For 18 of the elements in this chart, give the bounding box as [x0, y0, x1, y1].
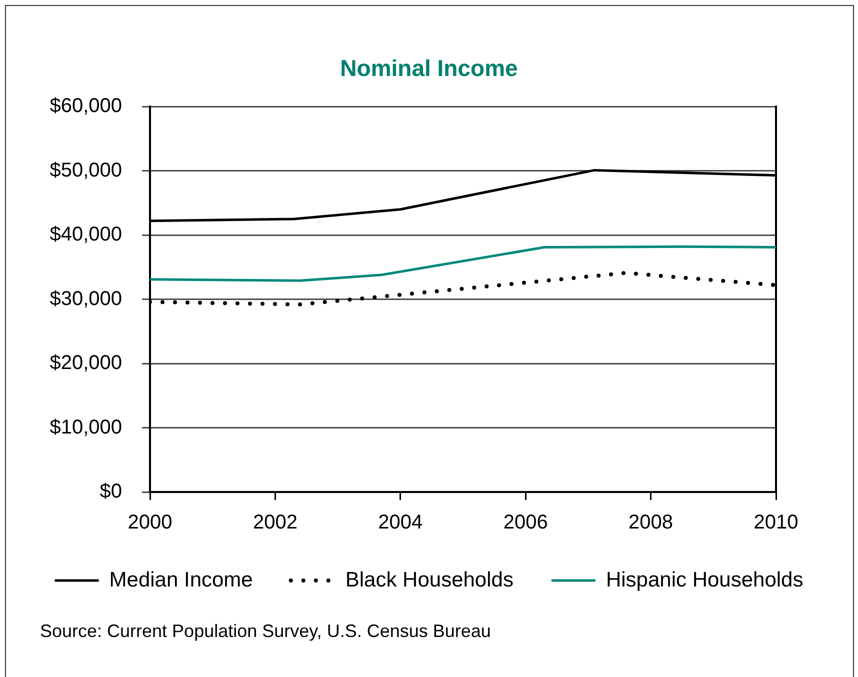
source-note: Source: Current Population Survey, U.S. Census Bureau — [40, 620, 491, 641]
y-tick-label: $40,000 — [50, 224, 122, 246]
y-tick-label: $10,000 — [50, 416, 122, 438]
legend-label: Median Income — [109, 568, 253, 592]
x-tick-label: 2002 — [252, 512, 298, 534]
x-tick-label: 2008 — [628, 512, 674, 534]
y-tick-label: $50,000 — [50, 159, 122, 182]
y-tick-label: $30,000 — [50, 288, 122, 310]
y-tick-label: $60,000 — [50, 95, 122, 118]
chart-title: Nominal Income — [340, 55, 518, 82]
x-tick-label: 2004 — [378, 512, 423, 534]
y-tick-label: $0 — [100, 480, 122, 503]
x-tick-label: 2010 — [754, 512, 798, 534]
x-tick-label: 2006 — [503, 512, 548, 534]
x-tick-label: 2000 — [128, 512, 172, 534]
legend-label: Hispanic Households — [606, 568, 804, 592]
legend-label: Black Households — [345, 568, 514, 592]
y-tick-label: $20,000 — [50, 352, 122, 374]
